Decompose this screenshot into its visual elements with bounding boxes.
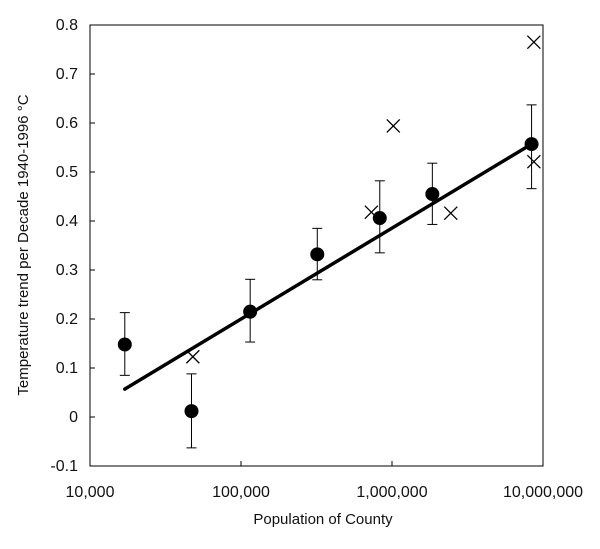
x-marker bbox=[185, 349, 200, 364]
circle-marker bbox=[425, 187, 440, 202]
y-tick-label: 0 bbox=[69, 409, 78, 426]
x-marker bbox=[526, 35, 541, 50]
x-marker-stroke bbox=[185, 349, 200, 364]
trend-line-group bbox=[123, 141, 535, 391]
y-tick-label: 0.2 bbox=[56, 311, 78, 328]
trend-line bbox=[123, 141, 535, 391]
y-tick-label: 0.3 bbox=[56, 262, 78, 279]
x-marker-stroke bbox=[386, 118, 401, 133]
circle-marker bbox=[524, 137, 539, 152]
x-marker bbox=[443, 206, 458, 221]
x-marker bbox=[364, 205, 379, 220]
x-axis: 10,000 100,000 1,000,000 10,000,000 bbox=[66, 461, 583, 501]
x-marker-stroke bbox=[526, 154, 541, 169]
error-bars bbox=[119, 104, 537, 449]
y-tick-label: 0.5 bbox=[56, 164, 78, 181]
y-tick-label: -0.1 bbox=[50, 458, 78, 475]
circle-marker bbox=[310, 247, 325, 262]
x-tick-label: 10,000,000 bbox=[503, 484, 583, 501]
x-marker-stroke bbox=[364, 205, 379, 220]
y-tick-label: 0.8 bbox=[56, 17, 78, 34]
plot-frame bbox=[89, 24, 544, 467]
circle-marker bbox=[372, 211, 387, 226]
x-marker-stroke bbox=[526, 35, 541, 50]
y-axis-title: Temperature trend per Decade 1940-1996 °… bbox=[15, 94, 32, 395]
y-tick-label: 0.4 bbox=[56, 213, 78, 230]
x-marker-stroke bbox=[443, 206, 458, 221]
x-marker bbox=[526, 154, 541, 169]
y-axis: -0.1 0 0.1 0.2 0.3 0.4 0.5 0.6 0.7 0.8 bbox=[50, 17, 95, 475]
circle-marker bbox=[117, 337, 132, 352]
y-tick-label: 0.1 bbox=[56, 360, 78, 377]
y-tick-label: 0.7 bbox=[56, 66, 78, 83]
x-tick-label: 10,000 bbox=[66, 484, 115, 501]
circle-marker bbox=[243, 304, 258, 319]
x-axis-title: Population of County bbox=[253, 511, 393, 528]
x-tick-label: 1,000,000 bbox=[356, 484, 427, 501]
circle-marker bbox=[184, 404, 199, 419]
y-tick-label: 0.6 bbox=[56, 115, 78, 132]
x-tick-label: 100,000 bbox=[212, 484, 270, 501]
data-markers bbox=[117, 35, 541, 419]
x-marker bbox=[386, 118, 401, 133]
